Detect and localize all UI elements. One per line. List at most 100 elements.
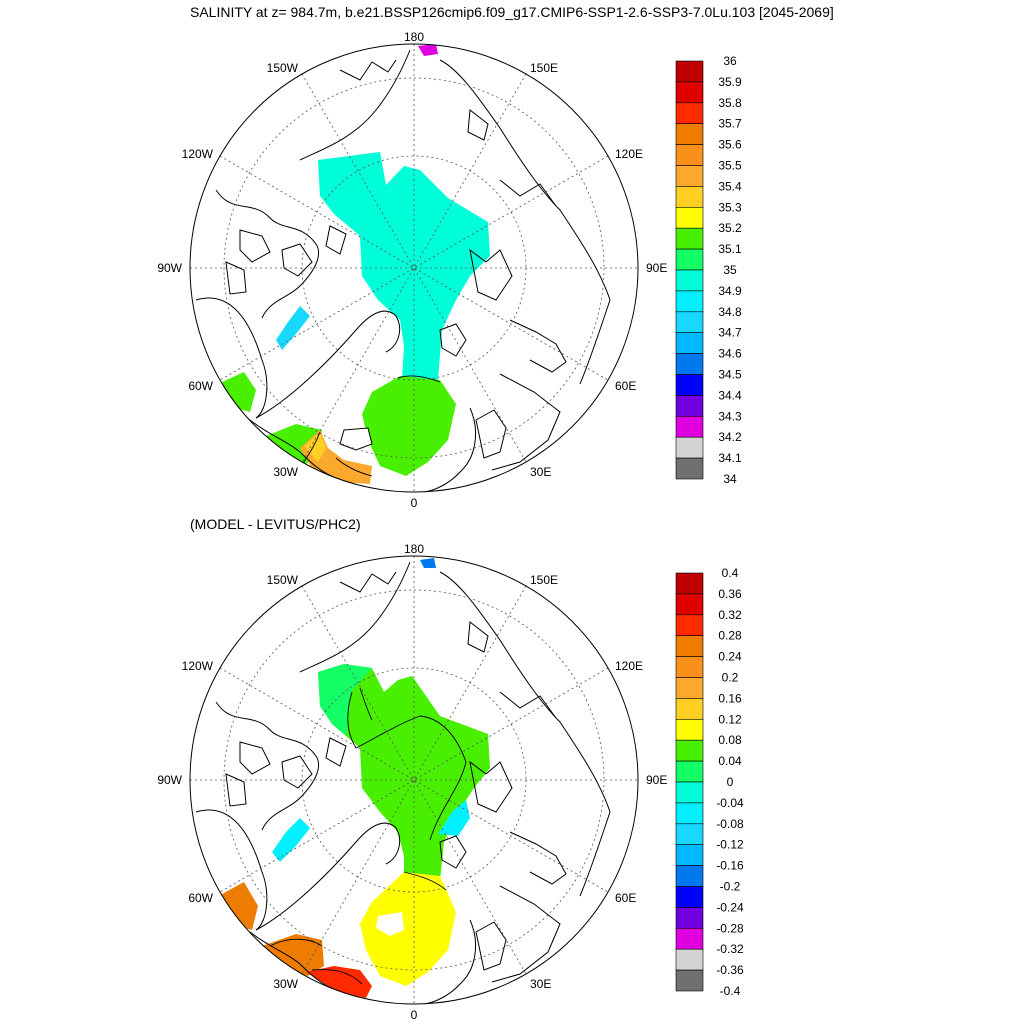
top-colorbar-swatch (675, 353, 704, 375)
bottom-colorbar-swatch (675, 886, 704, 908)
bottom-lon-label-150e: 150E (530, 573, 558, 587)
bottom-lon-label-180: 180 (404, 542, 424, 556)
bottom-colorbar-tick-label: -0.28 (716, 921, 744, 935)
bottom-colorbar-tick-label: 0.04 (718, 754, 742, 768)
bottom-lon-label-30e: 30E (530, 977, 551, 991)
bottom-colorbar-tick-label: 0.4 (722, 566, 739, 580)
bottom-lon-label-90w: 90W (157, 773, 182, 787)
top-bering-field (418, 44, 438, 56)
top-colorbar-tick-label: 36 (723, 54, 737, 68)
top-longitude-labels: 180 0 90W 90E 150W 150E 120W 120E 60W 60… (157, 30, 667, 510)
top-colorbar-tick-label: 35.6 (718, 138, 742, 152)
top-labrador-field (222, 372, 256, 412)
top-colorbar-tick-label: 34 (723, 472, 737, 486)
bottom-colorbar-swatch (675, 823, 704, 845)
top-colorbar-tick-label: 35.7 (718, 117, 742, 131)
bottom-colorbar-tick-label: 0.16 (718, 691, 742, 705)
top-colorbar-swatch (675, 81, 704, 104)
bottom-baffin-field-2 (438, 800, 470, 836)
top-colorbar-tick-label: 34.1 (718, 451, 742, 465)
top-colorbar-tick-label: 34.8 (718, 305, 742, 319)
bottom-lon-label-60e: 60E (615, 891, 636, 905)
top-lon-label-30e: 30E (530, 465, 551, 479)
top-colorbar-swatch (675, 374, 704, 396)
bottom-coastlines (195, 561, 613, 1004)
top-colorbar-swatch (675, 186, 704, 208)
top-colorbar-swatch (675, 207, 704, 229)
bottom-nordic-field (360, 872, 456, 986)
top-colorbar: 36 35.9 35.8 35.7 35.6 35.5 35.4 35.3 35.2 35.1 35… (675, 54, 742, 486)
top-lon-label-30w: 30W (273, 465, 298, 479)
top-map-boundary (189, 43, 639, 493)
bottom-colorbar-swatch (675, 927, 704, 950)
top-lon-label-60w: 60W (188, 379, 213, 393)
bottom-map-boundary (189, 555, 639, 1005)
top-colorbar-swatch (675, 269, 704, 292)
top-colorbar-tick-label: 35.5 (718, 159, 742, 173)
top-colorbar-tick-label: 34.7 (718, 326, 742, 340)
top-colorbar-swatch (675, 415, 704, 438)
bottom-colorbar-tick-label: -0.2 (720, 880, 741, 894)
top-colorbar-swatch (675, 60, 704, 83)
top-colorbar-swatch (675, 436, 704, 459)
top-colorbar-swatch (675, 248, 704, 271)
bottom-lon-label-30w: 30W (273, 977, 298, 991)
bottom-colorbar-tick-label: -0.24 (716, 900, 744, 914)
bottom-arctic-edge (318, 664, 372, 748)
top-arctic-field (318, 152, 490, 380)
bottom-colorbar-swatch (675, 969, 704, 992)
top-colorbar-tick-label: 35.3 (718, 200, 742, 214)
top-lon-label-60e: 60E (615, 379, 636, 393)
top-colorbar-tick-label: 35.9 (718, 75, 742, 89)
bottom-colorbar-swatch (675, 948, 704, 971)
top-colorbar-tick-label: 34.4 (718, 388, 742, 402)
bottom-colorbar-tick-label: 0.2 (722, 671, 739, 685)
top-lon-label-180: 180 (404, 30, 424, 44)
bottom-colorbar-swatch (675, 572, 704, 595)
bottom-colorbar-swatch (675, 677, 704, 699)
top-colorbar-swatch (675, 457, 704, 480)
bottom-lon-label-90e: 90E (646, 773, 667, 787)
bottom-bering-field (420, 558, 436, 568)
top-lon-label-150e: 150E (530, 61, 558, 75)
bottom-colorbar-tick-label: 0.24 (718, 650, 742, 664)
top-lon-label-0: 0 (411, 496, 418, 510)
bottom-lon-label-120e: 120E (615, 659, 643, 673)
top-nordic-field (362, 376, 456, 476)
bottom-colorbar-swatch (675, 593, 704, 616)
bottom-colorbar-swatch (675, 614, 704, 636)
bottom-colorbar-swatch (675, 802, 704, 825)
bottom-colorbar-swatch (675, 865, 704, 887)
bottom-colorbar: 0.4 0.36 0.32 0.28 0.24 0.2 0.16 0.12 0.08 0.04 0 -… (675, 566, 744, 998)
bottom-graticule (190, 556, 638, 1004)
bottom-lon-label-120w: 120W (182, 659, 214, 673)
top-colorbar-tick-label: 34.2 (718, 430, 742, 444)
top-colorbar-tick-label: 34.5 (718, 368, 742, 382)
difference-subtitle: (MODEL - LEVITUS/PHC2) (190, 516, 361, 532)
bottom-colorbar-tick-label: 0.28 (718, 629, 742, 643)
top-coastlines (195, 49, 613, 492)
top-colorbar-swatch (675, 123, 704, 145)
top-colorbar-tick-label: 34.6 (718, 347, 742, 361)
top-lon-label-90e: 90E (646, 261, 667, 275)
top-colorbar-tick-label: 35 (723, 263, 737, 277)
bottom-colorbar-tick-label: 0.36 (718, 587, 742, 601)
top-colorbar-tick-label: 35.1 (718, 242, 742, 256)
top-colorbar-swatch (675, 102, 704, 125)
bottom-baffin-field (272, 818, 310, 862)
top-iceland-yellow (304, 432, 326, 462)
bottom-longitude-labels: 180 0 90W 90E 150W 150E 120W 120E 60W 60… (157, 542, 667, 1022)
top-colorbar-tick-label: 35.2 (718, 221, 742, 235)
bottom-colorbar-tick-label: 0.32 (718, 608, 742, 622)
top-baffin-field (276, 306, 310, 350)
bottom-colorbar-tick-label: -0.04 (716, 796, 744, 810)
bottom-colorbar-swatch (675, 844, 704, 866)
top-colorbar-swatch (675, 290, 704, 313)
top-colorbar-tick-label: 34.3 (718, 409, 742, 423)
bottom-colorbar-tick-label: -0.36 (716, 963, 744, 977)
top-polar-map: 180 0 90W 90E 150W 150E 120W 120E 60W 60… (157, 30, 667, 510)
bottom-colorbar-tick-label: -0.12 (716, 838, 744, 852)
bottom-colorbar-tick-label: -0.4 (720, 984, 741, 998)
top-lon-label-150w: 150W (267, 61, 299, 75)
